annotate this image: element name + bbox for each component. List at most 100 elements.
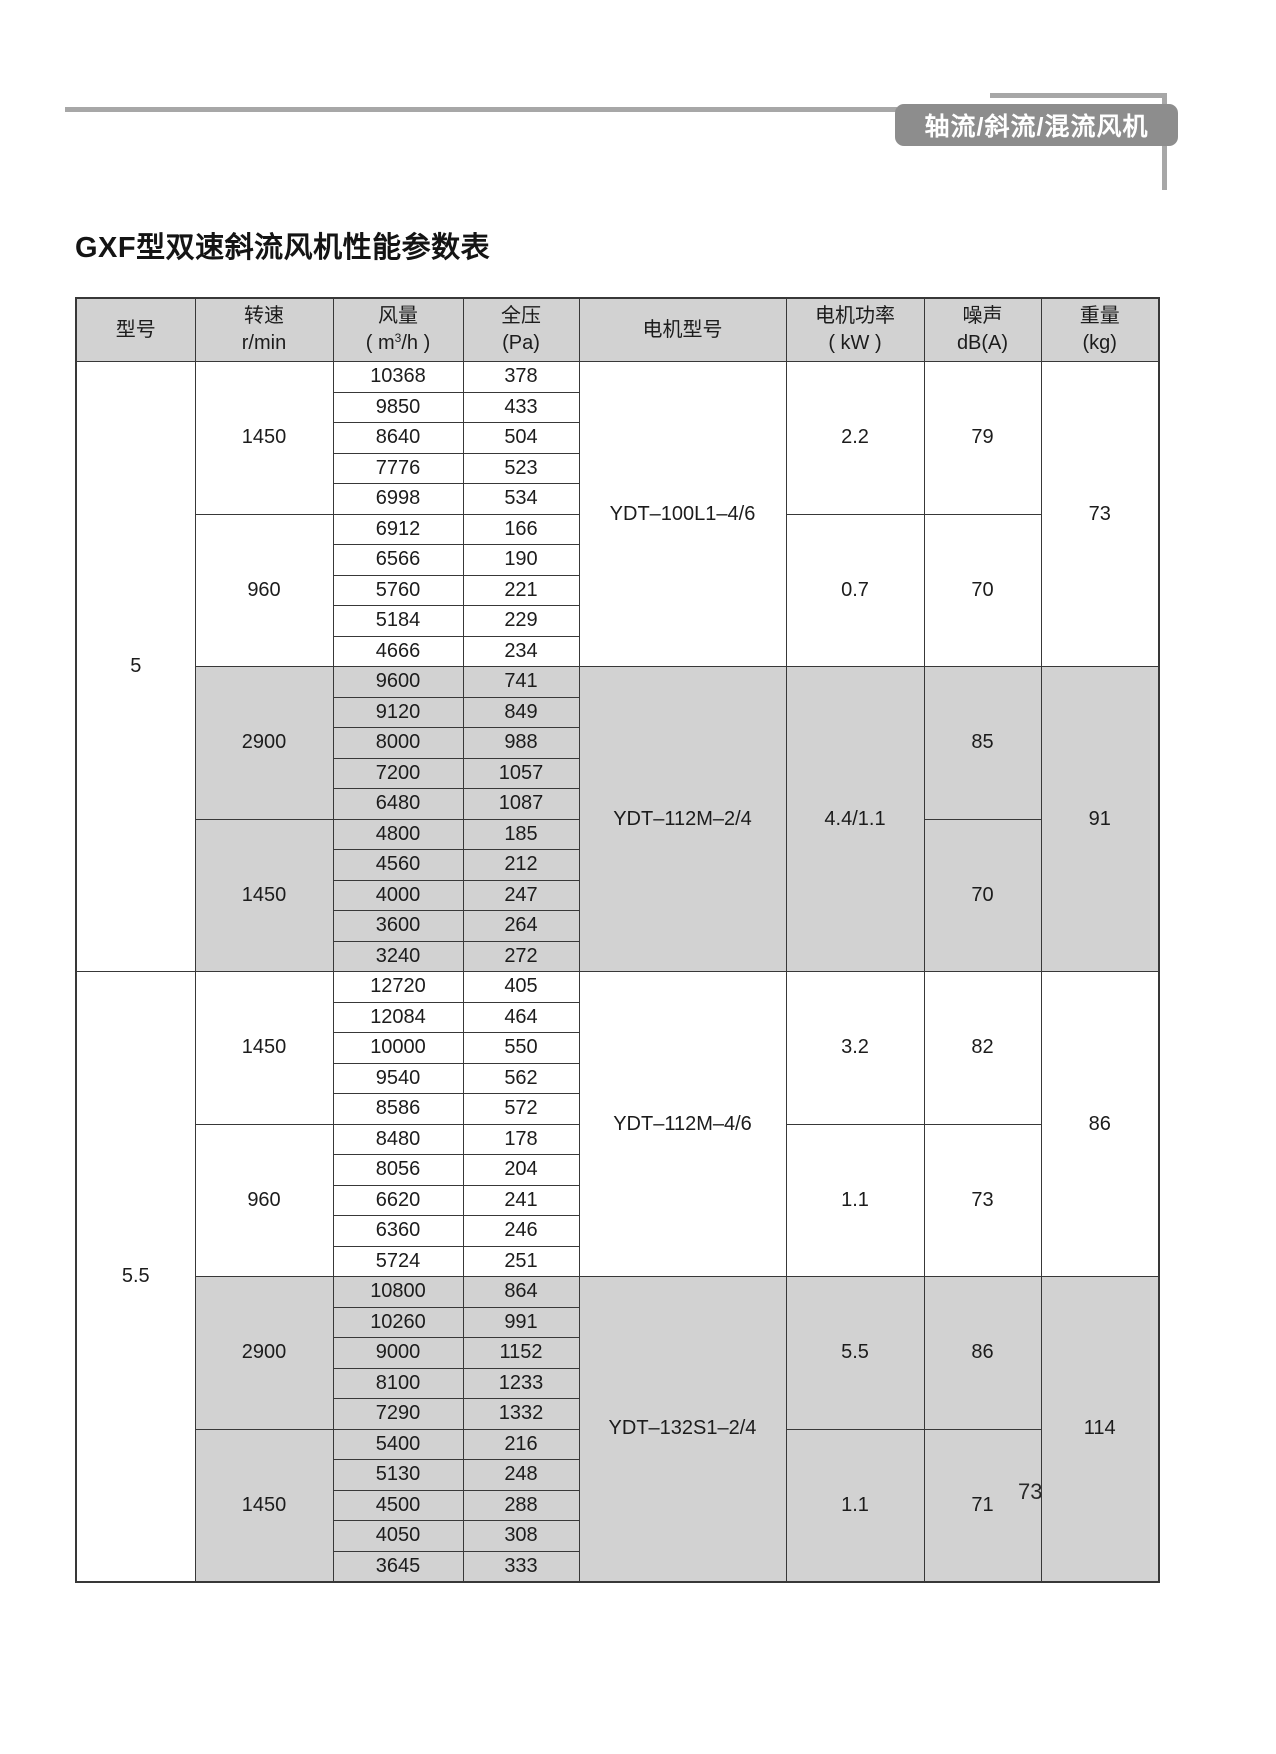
pressure-cell: 288 (462, 1489, 580, 1521)
pressure-cell: 504 (462, 422, 580, 454)
header-power-line2: ( kW ) (828, 332, 882, 354)
airflow-cell: 5400 (332, 1428, 464, 1460)
pressure-cell: 562 (462, 1062, 580, 1094)
pressure-cell: 204 (462, 1154, 580, 1186)
table-row: 6480 1087 (76, 788, 1159, 820)
table-row: 7776 523 (76, 452, 1159, 484)
pressure-cell: 216 (462, 1428, 580, 1460)
airflow-cell: 6998 (332, 483, 464, 515)
airflow-cell: 4050 (332, 1520, 464, 1552)
speed-cell: 1450 (194, 818, 334, 972)
section-badge: 轴流/斜流/混流风机 (895, 104, 1178, 146)
power-cell: 5.5 (785, 1276, 925, 1430)
noise-cell: 73 (923, 1123, 1042, 1277)
pressure-cell: 333 (462, 1550, 580, 1582)
pressure-cell: 166 (462, 513, 580, 545)
pressure-cell: 212 (462, 849, 580, 881)
table-row: 12084 464 (76, 1001, 1159, 1033)
table-row: 3645 333 (76, 1550, 1159, 1582)
airflow-cell: 6360 (332, 1215, 464, 1247)
pressure-cell: 864 (462, 1276, 580, 1308)
pressure-cell: 550 (462, 1032, 580, 1064)
pressure-cell: 221 (462, 574, 580, 606)
pressure-cell: 991 (462, 1306, 580, 1338)
header-airflow-line1: 风量 (378, 305, 418, 327)
airflow-cell: 3600 (332, 910, 464, 942)
table-row: 1450 5400 216 1.1 71 (76, 1428, 1159, 1582)
table-row: 960 8480 178 1.1 73 (76, 1123, 1159, 1277)
table-row: 2900 10800 864 YDT–132S1–2/4 5.5 86 114 (76, 1276, 1160, 1582)
header-speed-line2: r/min (241, 332, 287, 354)
power-cell: 4.4/1.1 (785, 666, 925, 972)
header-pressure: 全压 (Pa) (462, 297, 580, 362)
pressure-cell: 251 (462, 1245, 580, 1277)
table-row: 5760 221 (76, 574, 1159, 606)
header-speed-line1: 转速 (244, 305, 284, 327)
airflow-cell: 8056 (332, 1154, 464, 1186)
header-weight: 重量 (kg) (1040, 297, 1160, 362)
airflow-cell: 4560 (332, 849, 464, 881)
motor-cell: YDT–100L1–4/6 (578, 361, 787, 667)
airflow-cell: 9540 (332, 1062, 464, 1094)
pressure-cell: 523 (462, 452, 580, 484)
table-row: 4666 234 (76, 635, 1159, 667)
table-row: 6566 190 (76, 544, 1159, 576)
airflow-cell: 4666 (332, 635, 464, 667)
speed-cell: 960 (194, 1123, 334, 1277)
airflow-cell: 9120 (332, 696, 464, 728)
table-row: 10260 991 (76, 1306, 1159, 1338)
power-cell: 3.2 (785, 971, 925, 1125)
header-pressure-line1: 全压 (501, 305, 541, 327)
table-row: 3600 264 (76, 910, 1159, 942)
pressure-cell: 264 (462, 910, 580, 942)
table-row: 6360 246 (76, 1215, 1159, 1247)
airflow-cell: 8640 (332, 422, 464, 454)
table-body: 5 1450 10368 378 YDT–100L1–4/6 2.2 79 73… (75, 361, 1160, 1582)
pressure-cell: 229 (462, 605, 580, 637)
header-row: 型号 转速 r/min 风量 ( m3/h ) 全压 (Pa) 电机型号 (75, 297, 1160, 362)
table-row: 9120 849 (76, 696, 1159, 728)
header-weight-line2: (kg) (1082, 332, 1117, 354)
pressure-cell: 248 (462, 1459, 580, 1491)
power-cell: 1.1 (785, 1123, 925, 1277)
airflow-cell: 4500 (332, 1489, 464, 1521)
airflow-cell: 6480 (332, 788, 464, 820)
airflow-cell: 10800 (332, 1276, 464, 1308)
table-row: 6620 241 (76, 1184, 1159, 1216)
pressure-cell: 741 (462, 666, 580, 698)
table-row: 4000 247 (76, 879, 1159, 911)
header-rule-left (65, 107, 897, 112)
table-row: 7200 1057 (76, 757, 1159, 789)
airflow-cell: 8100 (332, 1367, 464, 1399)
airflow-cell: 9600 (332, 666, 464, 698)
airflow-cell: 10260 (332, 1306, 464, 1338)
table-row: 9000 1152 (76, 1337, 1159, 1369)
airflow-cell: 4000 (332, 879, 464, 911)
table-row: 2900 9600 741 YDT–112M–2/4 4.4/1.1 85 91 (76, 666, 1160, 972)
weight-cell: 86 (1040, 971, 1160, 1277)
airflow-cell: 10368 (332, 361, 464, 393)
header-motor-label: 电机型号 (642, 318, 723, 341)
pressure-cell: 1332 (462, 1398, 580, 1430)
speed-cell: 2900 (194, 1276, 334, 1430)
pressure-cell: 1152 (462, 1337, 580, 1369)
table-row: 8056 204 (76, 1154, 1159, 1186)
pressure-cell: 185 (462, 818, 580, 850)
header-airflow-line2: ( m3/h ) (334, 330, 462, 357)
speed-cell: 960 (194, 513, 334, 667)
pressure-cell: 190 (462, 544, 580, 576)
header-power: 电机功率 ( kW ) (785, 297, 925, 362)
airflow-cell: 5184 (332, 605, 464, 637)
table-row: 8100 1233 (76, 1367, 1159, 1399)
pressure-cell: 464 (462, 1001, 580, 1033)
airflow-cell: 3240 (332, 940, 464, 972)
header-model: 型号 (75, 297, 196, 362)
pressure-cell: 178 (462, 1123, 580, 1155)
airflow-cell: 8000 (332, 727, 464, 759)
noise-cell: 70 (923, 818, 1042, 972)
header-model-label: 型号 (115, 318, 156, 341)
table-row: 7290 1332 (76, 1398, 1159, 1430)
table-row: 6998 534 (76, 483, 1159, 515)
performance-table: 型号 转速 r/min 风量 ( m3/h ) 全压 (Pa) 电机型号 (75, 297, 1160, 1583)
page-title: GXF型双速斜流风机性能参数表 (75, 232, 491, 264)
